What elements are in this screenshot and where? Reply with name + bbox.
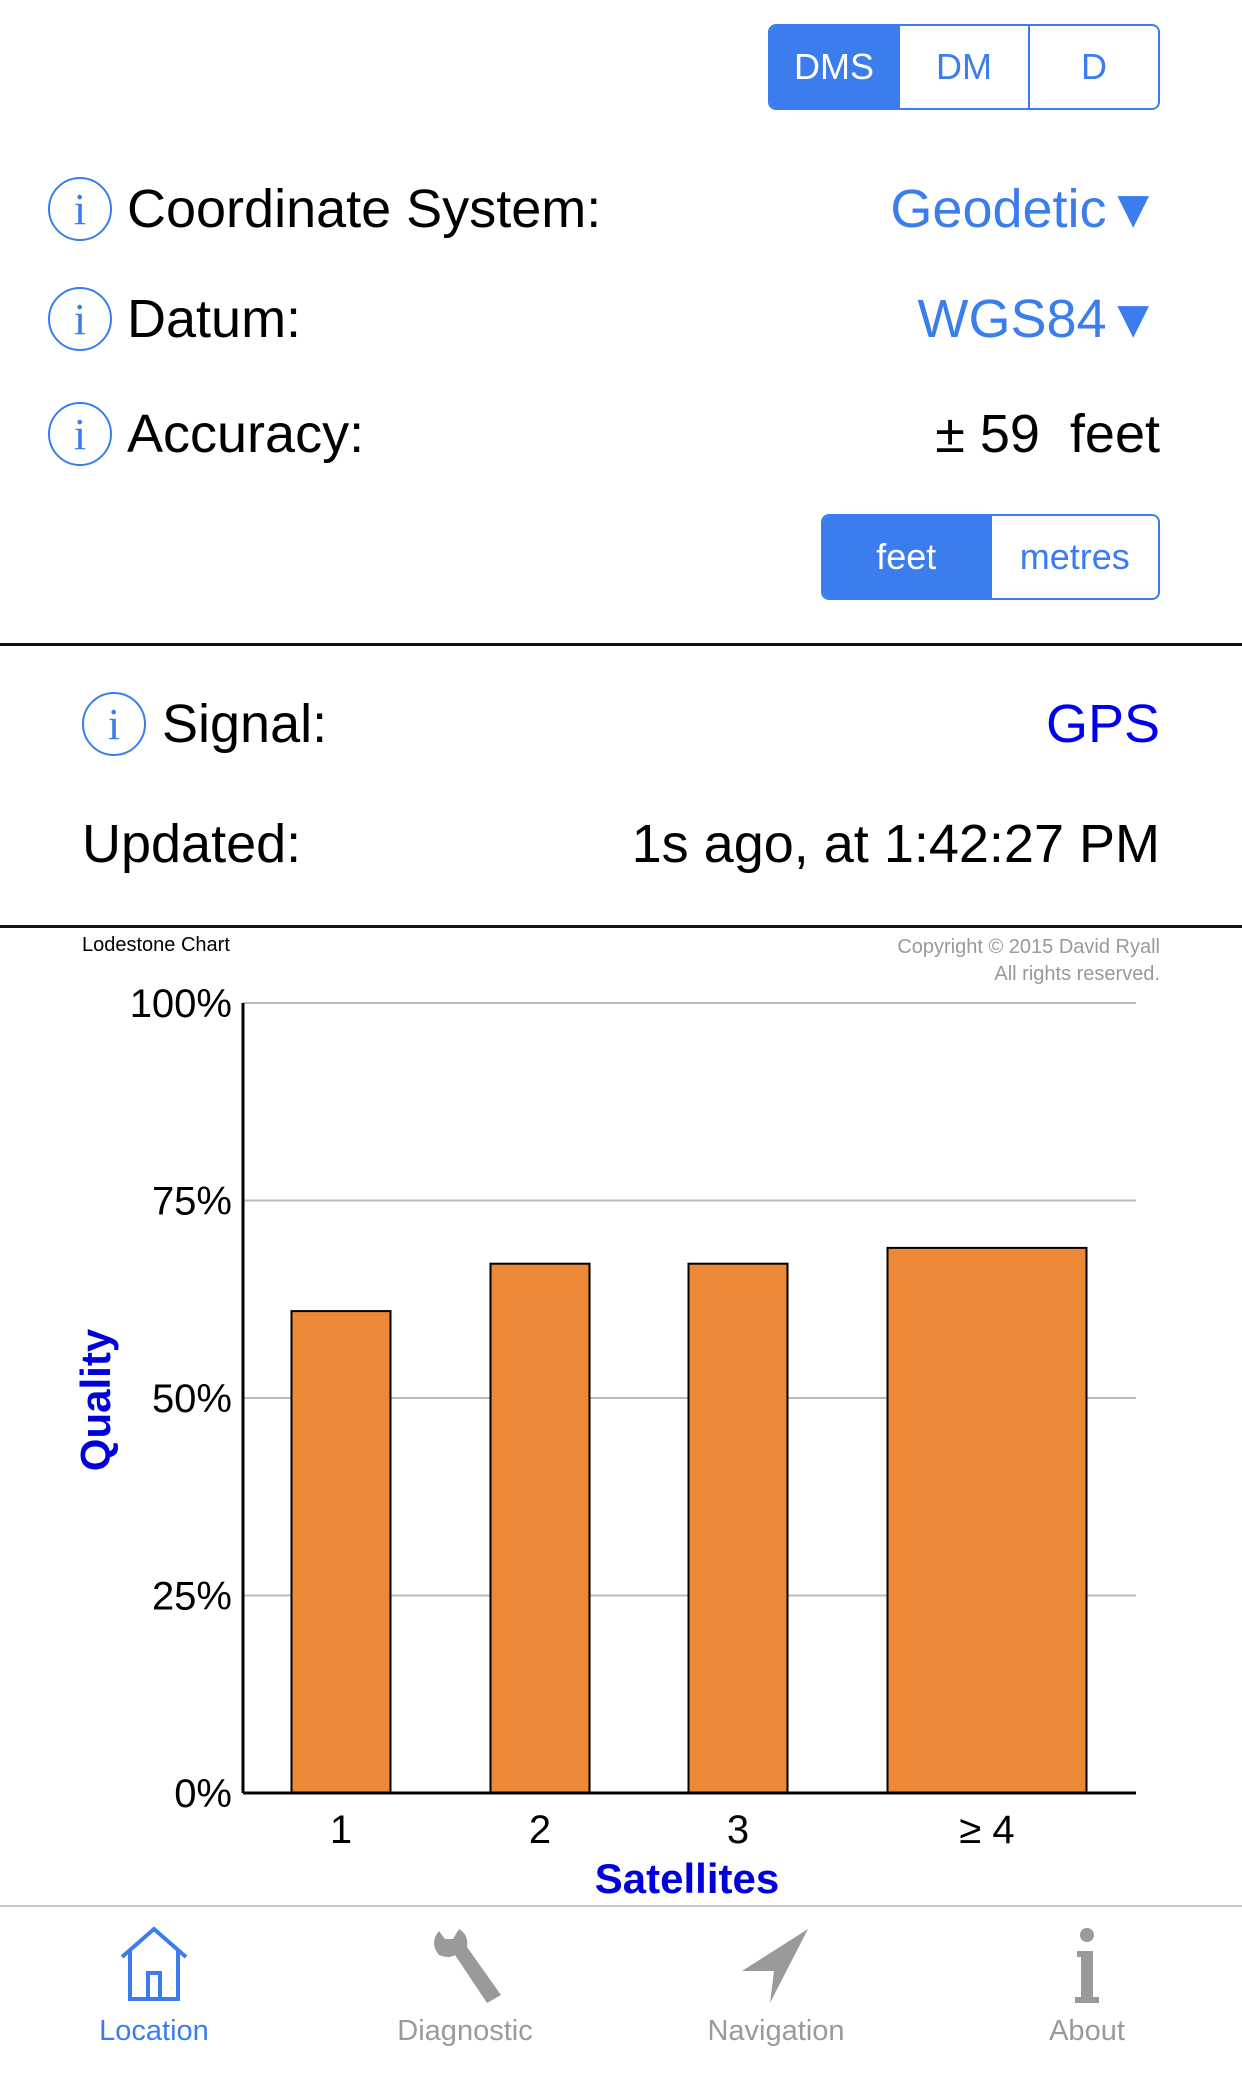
format-d[interactable]: D <box>1028 26 1158 108</box>
info-icon <box>1075 1928 1099 2003</box>
x-tick-label: ≥ 4 <box>959 1808 1014 1852</box>
tab-label: Diagnostic <box>397 2015 533 2047</box>
bar <box>687 1262 789 1794</box>
datum-dropdown[interactable]: WGS84▼ <box>917 289 1161 349</box>
info-icon[interactable]: i <box>82 692 146 756</box>
y-tick-label: 25% <box>152 1575 232 1619</box>
divider <box>0 643 1242 646</box>
info-icon[interactable]: i <box>48 177 112 241</box>
x-tick-label: 2 <box>529 1808 551 1852</box>
copyright-line2: All rights reserved. <box>994 963 1160 985</box>
x-tick-label: 1 <box>330 1808 352 1852</box>
x-tick-label: 3 <box>727 1808 749 1852</box>
bar <box>886 1246 1088 1794</box>
copyright: Copyright © 2015 David Ryall All rights … <box>897 934 1160 988</box>
arrow-icon <box>742 1929 808 2003</box>
divider <box>0 925 1242 928</box>
signal-label: Signal: <box>162 694 328 754</box>
updated-label: Updated: <box>82 814 302 874</box>
y-tick-label: 50% <box>152 1377 232 1421</box>
y-tick-label: 100% <box>130 982 232 1026</box>
unit-feet[interactable]: feet <box>823 516 990 598</box>
coordinate-system-dropdown[interactable]: Geodetic▼ <box>890 179 1160 239</box>
accuracy-value: ± 59 feet <box>935 404 1160 464</box>
house-icon <box>120 1926 188 2001</box>
tab-label: About <box>1049 2015 1125 2047</box>
x-axis-label: Satellites <box>595 1855 779 1902</box>
y-tick-label: 75% <box>152 1180 232 1224</box>
format-dms[interactable]: DMS <box>770 26 898 108</box>
unit-metres[interactable]: metres <box>989 516 1159 598</box>
tab-label: Location <box>99 2015 209 2047</box>
accuracy-label: Accuracy: <box>127 404 365 464</box>
info-icon[interactable]: i <box>48 402 112 466</box>
bar <box>489 1262 591 1794</box>
datum-label: Datum: <box>127 289 302 349</box>
signal-value: GPS <box>1045 694 1160 754</box>
tab-bar-border <box>0 1905 1242 1907</box>
copyright-line1: Copyright © 2015 David Ryall <box>897 936 1160 958</box>
y-tick-label: 0% <box>174 1772 232 1816</box>
bar <box>290 1310 392 1794</box>
wrench-icon <box>434 1929 501 2003</box>
quality-chart: 0% 25% 50% 75% 100% 1 2 3 ≥ 4 Satellites Quality <box>72 982 1136 1902</box>
y-axis-label: Quality <box>72 1328 119 1471</box>
format-selector[interactable]: DMS DM D <box>768 24 1160 110</box>
tab-label: Navigation <box>707 2015 845 2047</box>
format-dm[interactable]: DM <box>898 26 1028 108</box>
info-icon[interactable]: i <box>48 287 112 351</box>
coordinate-system-label: Coordinate System: <box>127 179 602 239</box>
unit-selector[interactable]: feet metres <box>821 514 1160 600</box>
updated-value: 1s ago, at 1:42:27 PM <box>631 814 1160 874</box>
chart-title: Lodestone Chart <box>82 934 230 956</box>
